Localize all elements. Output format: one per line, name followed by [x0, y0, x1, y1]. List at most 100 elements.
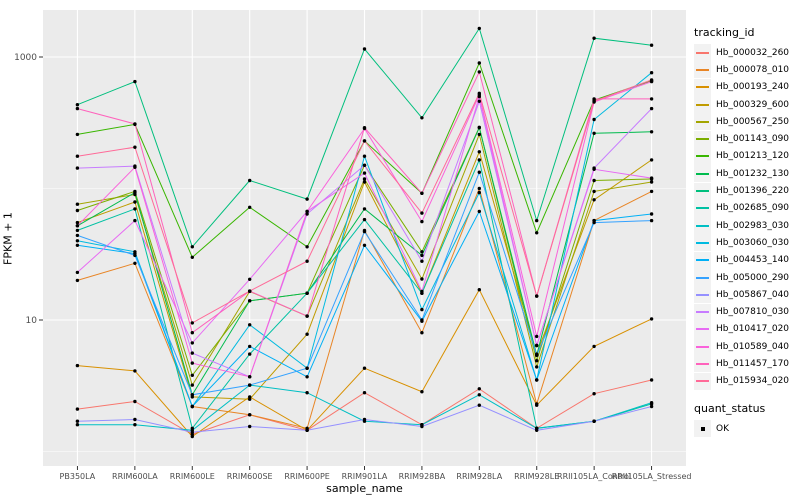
line-swatch-icon	[694, 355, 711, 373]
data-point	[649, 78, 654, 82]
data-point	[592, 117, 596, 122]
data-point	[75, 202, 80, 206]
data-point	[649, 176, 654, 180]
legend-item-Hb_002685_090: Hb_002685_090	[694, 199, 798, 217]
legend-item-label: Hb_002983_030	[716, 220, 790, 231]
line-swatch-icon	[694, 182, 711, 200]
data-point	[592, 167, 596, 171]
data-point	[305, 366, 309, 370]
legend-item-Hb_000032_260: Hb_000032_260	[694, 44, 798, 62]
data-point	[248, 383, 252, 387]
data-point	[190, 383, 194, 387]
data-point	[75, 243, 80, 247]
data-point	[75, 423, 80, 427]
data-point	[535, 359, 539, 363]
line-swatch-icon	[694, 113, 711, 131]
data-point	[477, 387, 481, 391]
data-point	[420, 116, 424, 120]
line-swatch-icon	[694, 251, 711, 269]
data-point	[649, 158, 654, 162]
legend-item-label: Hb_015934_020	[716, 376, 790, 387]
swatch-line	[696, 380, 709, 383]
x-tick-label: RRIM600LA	[112, 472, 158, 481]
data-point	[305, 212, 309, 216]
swatch-line	[696, 241, 709, 244]
data-point	[477, 91, 481, 96]
legend-item-Hb_003060_030: Hb_003060_030	[694, 234, 798, 252]
swatch-line	[696, 311, 709, 314]
data-point	[477, 132, 481, 137]
data-point	[477, 186, 481, 191]
data-point	[420, 331, 424, 335]
data-point	[477, 190, 481, 195]
data-point	[190, 341, 194, 345]
data-point	[477, 70, 481, 74]
data-point	[190, 361, 194, 365]
data-point	[535, 231, 539, 235]
data-point	[592, 178, 596, 183]
x-axis-title: sample_name	[326, 482, 403, 495]
data-point	[649, 378, 654, 382]
data-point	[133, 79, 137, 84]
data-point	[305, 245, 309, 249]
data-point	[133, 122, 137, 126]
data-point	[133, 218, 137, 223]
y-tick-label: 10	[26, 316, 38, 326]
legend-item-Hb_011457_170: Hb_011457_170	[694, 355, 798, 373]
legend-item-Hb_000193_240: Hb_000193_240	[694, 78, 798, 96]
data-point	[649, 218, 654, 223]
data-point	[420, 289, 424, 294]
data-point	[190, 351, 194, 355]
data-point	[305, 291, 309, 295]
data-point	[477, 288, 481, 292]
data-point	[535, 428, 539, 432]
data-point	[420, 219, 424, 224]
data-point	[477, 99, 481, 104]
swatch-line	[696, 172, 709, 175]
data-point	[535, 343, 539, 348]
data-point	[248, 375, 252, 379]
swatch-line	[696, 276, 709, 279]
data-point	[649, 130, 654, 134]
line-swatch-icon	[694, 234, 711, 252]
swatch-line	[696, 345, 709, 348]
x-tick-label: PB350LA	[60, 472, 96, 481]
legend-item-Hb_001143_090: Hb_001143_090	[694, 130, 798, 148]
data-point	[477, 209, 481, 214]
data-point	[75, 278, 80, 283]
data-point	[248, 413, 252, 417]
line-swatch-icon	[694, 61, 711, 79]
legend-item-Hb_001232_130: Hb_001232_130	[694, 165, 798, 183]
legend-item-label: Hb_000078_010	[716, 64, 790, 75]
legend-item-label: Hb_005000_290	[716, 272, 790, 283]
data-point	[592, 198, 596, 202]
x-tick-label: RRII105LA_Control	[557, 472, 631, 481]
data-point	[75, 224, 80, 228]
data-point	[592, 131, 596, 135]
data-point	[133, 200, 137, 204]
data-point	[133, 253, 137, 258]
data-point	[420, 253, 424, 258]
data-point	[362, 154, 367, 158]
legend-item-label: Hb_002685_090	[716, 203, 790, 214]
data-point	[649, 97, 654, 101]
data-point	[535, 353, 539, 357]
data-point	[649, 189, 654, 194]
x-tick-label: RRIM928LA	[456, 472, 502, 481]
legend-item-ok: OK	[694, 420, 798, 438]
data-point	[305, 197, 309, 201]
data-point	[305, 259, 309, 263]
data-point	[592, 220, 596, 225]
data-point	[362, 417, 367, 422]
legend-quant-status: quant_status OK	[694, 402, 798, 438]
line-swatch-icon	[694, 303, 711, 321]
data-point	[248, 323, 252, 327]
data-point	[190, 373, 194, 377]
legend-item-label: Hb_001143_090	[716, 134, 790, 145]
data-point	[362, 217, 367, 222]
data-point	[592, 36, 596, 40]
swatch-line	[696, 155, 709, 158]
data-point	[75, 220, 80, 225]
legend-item-Hb_005000_290: Hb_005000_290	[694, 269, 798, 286]
line-swatch-icon	[694, 147, 711, 165]
